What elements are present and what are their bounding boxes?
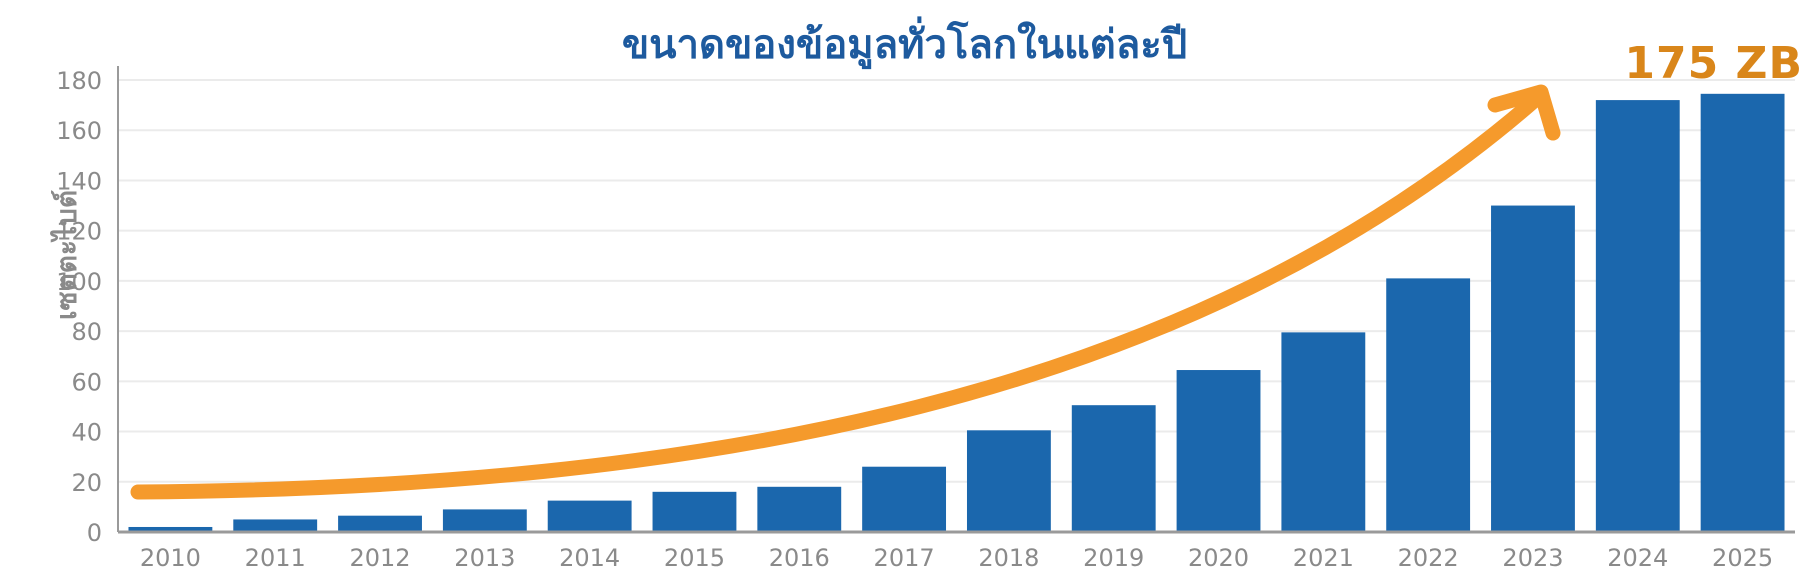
y-tick-label: 40 xyxy=(71,419,102,447)
x-tick-label: 2017 xyxy=(874,544,935,572)
bar xyxy=(862,466,947,532)
y-tick-label: 180 xyxy=(56,67,102,95)
x-tick-label: 2010 xyxy=(140,544,201,572)
y-tick-labels: 0 20 40 60 80 100 120 140 160 180 xyxy=(56,67,102,547)
trend-arrow-curve xyxy=(130,92,1543,500)
trend-arrow xyxy=(130,84,1561,500)
bar xyxy=(966,430,1051,532)
x-tick-label: 2023 xyxy=(1502,544,1563,572)
y-tick-label: 20 xyxy=(71,469,102,497)
y-tick-label: 0 xyxy=(87,519,102,547)
y-tick-label: 100 xyxy=(56,268,102,296)
x-tick-label: 2025 xyxy=(1712,544,1773,572)
x-tick-label: 2024 xyxy=(1607,544,1668,572)
x-tick-label: 2016 xyxy=(769,544,830,572)
x-tick-label: 2011 xyxy=(245,544,306,572)
bar xyxy=(1386,278,1471,532)
bar xyxy=(757,486,842,532)
bar xyxy=(338,515,422,532)
y-tick-label: 60 xyxy=(71,368,102,396)
x-tick-labels: 2010 2011 2012 2013 2014 2015 2016 2017 2018 2019… xyxy=(140,544,1773,572)
x-tick-label: 2014 xyxy=(559,544,620,572)
x-tick-label: 2021 xyxy=(1293,544,1354,572)
bar xyxy=(1491,205,1575,533)
bar xyxy=(547,500,632,532)
chart-title: ขนาดของข้อมูลทั่วโลกในแต่ละปี xyxy=(621,22,1188,68)
y-tick-label: 140 xyxy=(56,167,102,195)
trend-arrow-head xyxy=(1487,84,1561,141)
bar xyxy=(1595,100,1680,532)
x-tick-label: 2022 xyxy=(1398,544,1459,572)
y-tick-label: 160 xyxy=(56,117,102,145)
y-tick-label: 80 xyxy=(71,318,102,346)
bar xyxy=(652,491,737,532)
bar xyxy=(233,519,318,532)
x-tick-label: 2012 xyxy=(349,544,410,572)
bar xyxy=(1281,332,1366,532)
bars xyxy=(128,93,1785,533)
x-tick-label: 2018 xyxy=(978,544,1039,572)
axes xyxy=(117,66,1795,534)
x-tick-label: 2013 xyxy=(454,544,515,572)
x-tick-label: 2015 xyxy=(664,544,725,572)
bar xyxy=(1071,405,1156,532)
bar xyxy=(1700,93,1785,533)
bar xyxy=(1176,370,1261,532)
y-tick-label: 120 xyxy=(56,218,102,246)
x-tick-label: 2020 xyxy=(1188,544,1249,572)
bar xyxy=(442,509,527,532)
x-tick-label: 2019 xyxy=(1083,544,1144,572)
bar xyxy=(128,526,213,532)
